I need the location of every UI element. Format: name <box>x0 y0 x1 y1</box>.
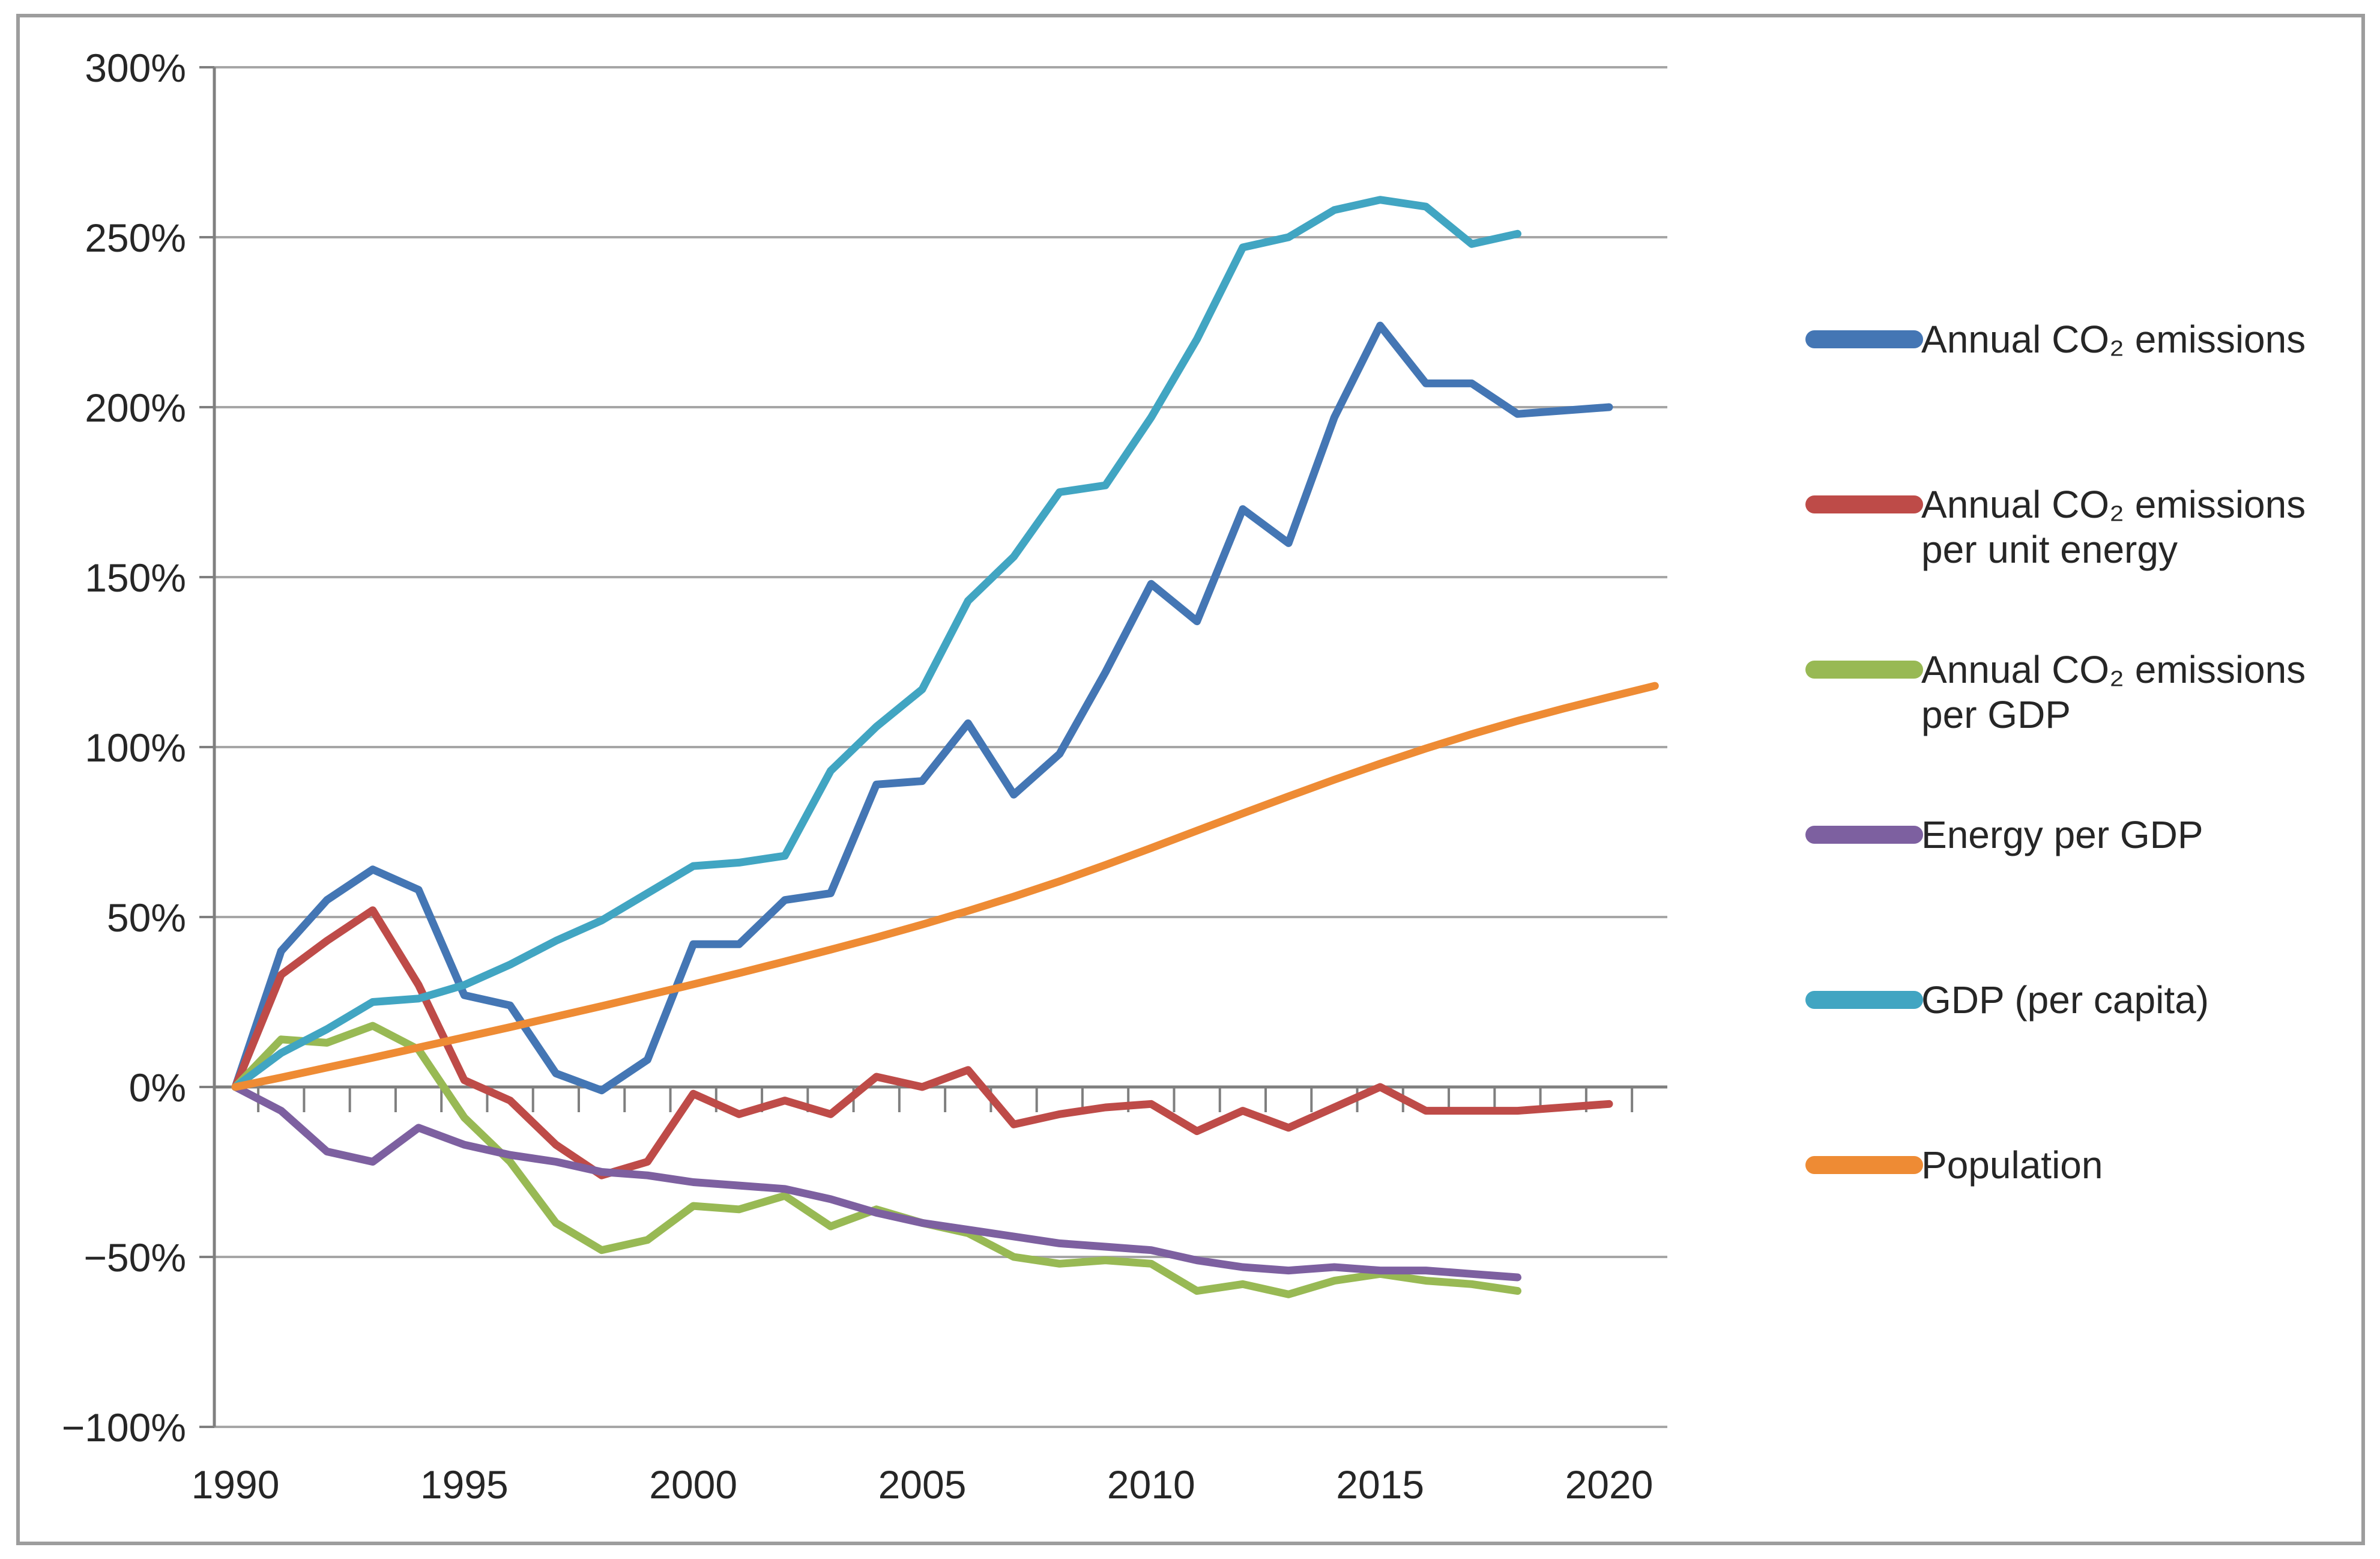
y-tick-label: 250% <box>85 216 186 260</box>
series-line-annual-co-emissions-per-unit-energy <box>231 906 1613 1179</box>
y-tick-label: 200% <box>85 386 186 430</box>
y-tick-label: 100% <box>85 725 186 770</box>
y-axis-ticks <box>199 66 214 1428</box>
x-axis-labels: 1990 1995 2000 2005 2010 2015 2020 <box>192 1462 1654 1507</box>
legend-label: Annual CO₂ emissions <box>1921 483 2306 526</box>
legend-item-1: Annual CO₂ emissions <box>1805 318 2306 361</box>
x-tick-label: 2010 <box>1107 1462 1195 1507</box>
x-tick-label: 1990 <box>192 1462 280 1507</box>
series-lines <box>231 196 1659 1298</box>
y-tick-label: 150% <box>85 555 186 600</box>
legend-label: Population <box>1921 1143 2103 1187</box>
series-line-annual-co-emissions <box>231 321 1613 1095</box>
series-line-population <box>231 682 1659 1091</box>
x-tick-label: 2005 <box>878 1462 967 1507</box>
y-tick-label: 300% <box>85 46 186 90</box>
x-tick-label: 1995 <box>420 1462 509 1507</box>
series-line-energy-per-gdp <box>231 1083 1521 1282</box>
legend-label: Annual CO₂ emissions <box>1921 648 2306 691</box>
y-tick-label: −50% <box>83 1235 186 1280</box>
x-tick-label: 2000 <box>649 1462 737 1507</box>
x-tick-label: 2020 <box>1565 1462 1654 1507</box>
legend-label: per unit energy <box>1921 528 2178 571</box>
legend-item-5: GDP (per capita) <box>1805 978 2209 1022</box>
y-axis-labels: 300% 250% 200% 150% 100% 50% 0% −50% −100% <box>62 46 186 1450</box>
legend-item-4: Energy per GDP <box>1805 813 2203 856</box>
legend-label: Energy per GDP <box>1921 813 2203 856</box>
series-line-gdp-per-capita- <box>231 196 1521 1091</box>
legend-label: Annual CO₂ emissions <box>1921 318 2306 361</box>
legend-item-6: Population <box>1805 1143 2103 1187</box>
chart-border <box>16 14 2365 1545</box>
x-tick-label: 2015 <box>1336 1462 1424 1507</box>
y-tick-label: −100% <box>62 1405 186 1450</box>
legend-label: GDP (per capita) <box>1921 978 2209 1022</box>
y-tick-label: 0% <box>129 1065 186 1110</box>
legend-label: per GDP <box>1921 693 2071 736</box>
y-tick-label: 50% <box>107 895 186 940</box>
